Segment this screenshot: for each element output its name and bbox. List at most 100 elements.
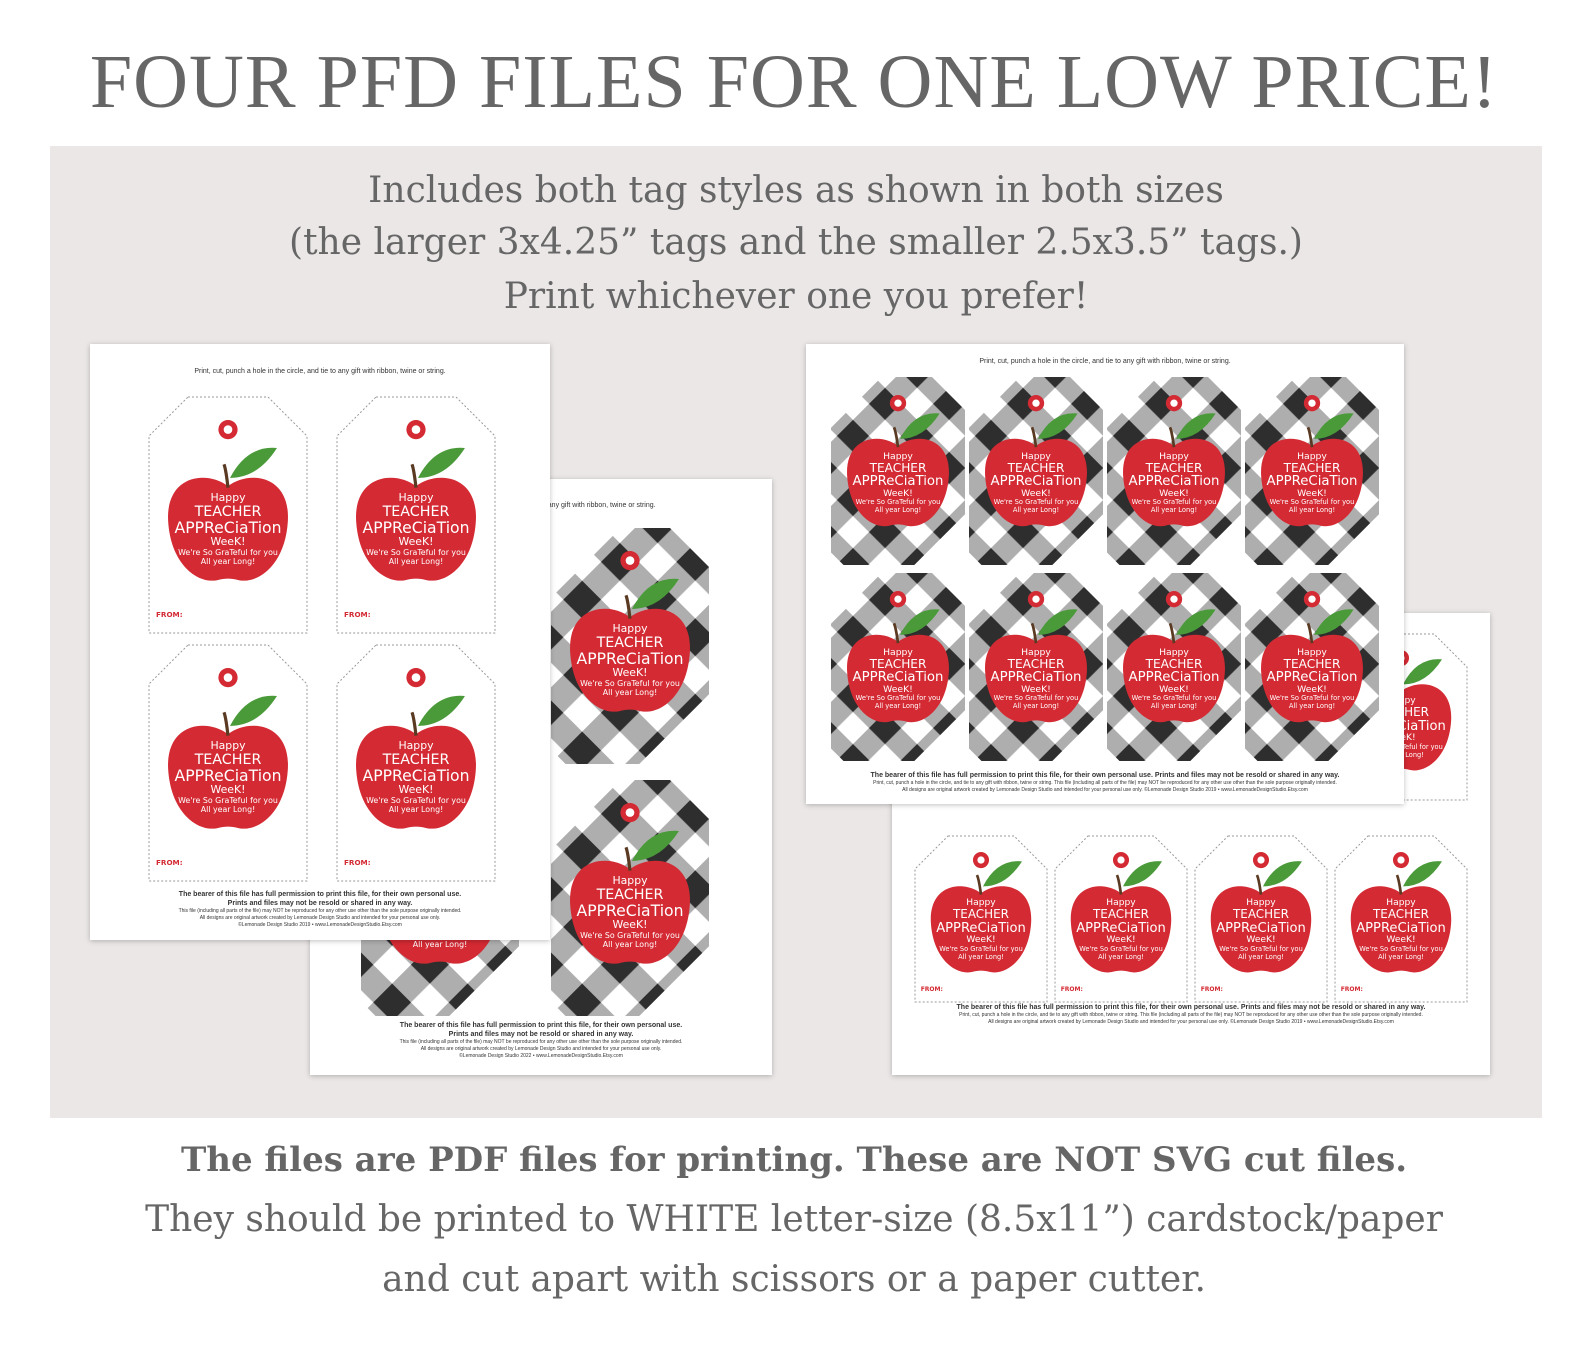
- tag-line-teacher: TEACHER: [1283, 657, 1341, 671]
- tag-line-year: All year Long!: [602, 940, 658, 950]
- tag-line-happy: Happy: [1159, 646, 1189, 658]
- tag-line-grateful: We're So GraTeful for you: [1131, 498, 1217, 507]
- tag-line-teacher: TEACHER: [1373, 907, 1429, 922]
- tag-line-grateful: We're So GraTeful for you: [1219, 945, 1303, 954]
- tag-line-grateful: We're So GraTeful for you: [993, 694, 1079, 703]
- sheet-instruction: Print, cut, punch a hole in the circle, …: [194, 368, 446, 375]
- tag-line-year: All year Long!: [874, 702, 922, 711]
- tag-line-happy: Happy: [1021, 646, 1051, 658]
- headline: FOUR PFD FILES FOR ONE LOW PRICE!: [89, 40, 1499, 124]
- tag-line-week: WeeK!: [883, 488, 913, 500]
- tag-line-week: WeeK!: [1386, 935, 1416, 946]
- tag-line-happy: Happy: [883, 450, 913, 462]
- tag-from-label: FROM:: [344, 858, 371, 868]
- tag-line-teacher: TEACHER: [1093, 907, 1149, 922]
- sheet-legal: The bearer of this file has full permiss…: [892, 1003, 1490, 1026]
- tag-line-week: WeeK!: [398, 783, 434, 797]
- tag-line-year: All year Long!: [1150, 702, 1198, 711]
- tag-line-happy: Happy: [1021, 450, 1051, 462]
- tag-line-appreciation: APPReCiaTion: [1128, 670, 1220, 686]
- tag-line-grateful: We're So GraTeful for you: [178, 796, 278, 806]
- tag-line-grateful: We're So GraTeful for you: [178, 548, 278, 558]
- legal-bold-2: Prints and files may not be resold or sh…: [448, 1031, 634, 1038]
- preview-panel: Includes both tag styles as shown in bot…: [50, 146, 1542, 1118]
- legal-bold-wide: The bearer of this file has full permiss…: [870, 772, 1340, 779]
- tag-line-appreciation: APPReCiaTion: [576, 649, 684, 669]
- tag-line-appreciation: APPReCiaTion: [576, 901, 684, 921]
- tag-line-appreciation: APPReCiaTion: [1128, 474, 1220, 490]
- tag-line-teacher: TEACHER: [382, 752, 450, 769]
- legal-bold-1: The bearer of this file has full permiss…: [178, 891, 462, 898]
- tag-line-year: All year Long!: [1288, 506, 1336, 515]
- tag-line-appreciation: APPReCiaTion: [852, 670, 944, 686]
- tag-line-appreciation: APPReCiaTion: [990, 474, 1082, 490]
- tag-line-grateful: We're So GraTeful for you: [993, 498, 1079, 507]
- tag-line-appreciation: APPReCiaTion: [362, 766, 470, 786]
- tag-line-year: All year Long!: [1150, 506, 1198, 515]
- tag-line-year: All year Long!: [1378, 952, 1424, 961]
- tag-line-teacher: TEACHER: [869, 657, 927, 671]
- tag-line-grateful: We're So GraTeful for you: [1269, 694, 1355, 703]
- tag-from-label: FROM:: [1060, 986, 1083, 994]
- tag-from-label: FROM:: [1340, 986, 1363, 994]
- tag-line-grateful: We're So GraTeful for you: [1269, 498, 1355, 507]
- tag-from-label: FROM:: [920, 986, 943, 994]
- sheet-large-white: Print, cut, punch a hole in the circle, …: [90, 344, 550, 940]
- tag-line-happy: Happy: [612, 622, 648, 636]
- tag-line-teacher: TEACHER: [1233, 907, 1289, 922]
- tag-line-week: WeeK!: [1297, 488, 1327, 500]
- tag-line-grateful: We're So GraTeful for you: [1079, 945, 1163, 954]
- legal-copyright: ©Lemonade Design Studio 2019 • www.Lemon…: [238, 922, 402, 928]
- tag-line-week: WeeK!: [966, 935, 996, 946]
- intro-line-1: Includes both tag styles as shown in bot…: [368, 170, 1224, 211]
- tag-line-week: WeeK!: [1246, 935, 1276, 946]
- legal-small-wide-1: Print, cut, punch a hole in the circle, …: [873, 780, 1337, 786]
- sheet-legal: The bearer of this file has full permiss…: [806, 771, 1404, 794]
- tag-line-appreciation: APPReCiaTion: [1216, 921, 1306, 937]
- tag-line-teacher: TEACHER: [596, 635, 664, 652]
- tag-line-year: All year Long!: [412, 940, 468, 950]
- sheet-instruction-partial: to any gift with ribbon, twine or string…: [540, 502, 656, 509]
- tag-line-grateful: We're So GraTeful for you: [855, 498, 941, 507]
- legal-small-wide-2: All designs are original artwork created…: [988, 1019, 1394, 1025]
- tag-line-year: All year Long!: [1288, 702, 1336, 711]
- tag-line-happy: Happy: [210, 739, 246, 753]
- tag-from-label: FROM:: [156, 610, 183, 620]
- tag-line-week: WeeK!: [612, 918, 648, 932]
- tag-line-week: WeeK!: [210, 535, 246, 549]
- tag-line-grateful: We're So GraTeful for you: [580, 679, 680, 689]
- sheet-legal: The bearer of this file has full permiss…: [310, 1021, 772, 1060]
- tag-line-teacher: TEACHER: [596, 887, 664, 904]
- tag-line-week: WeeK!: [1297, 684, 1327, 696]
- tag-line-year: All year Long!: [1012, 702, 1060, 711]
- footer-line-1: The files are PDF files for printing. Th…: [180, 1140, 1408, 1180]
- legal-bold-2: Prints and files may not be resold or sh…: [227, 900, 413, 907]
- tag-line-teacher: TEACHER: [382, 504, 450, 521]
- tag-from-label: FROM:: [1200, 986, 1223, 994]
- tag-line-grateful: We're So GraTeful for you: [1131, 694, 1217, 703]
- tag-line-happy: Happy: [883, 646, 913, 658]
- tag-line-year: All year Long!: [200, 805, 256, 815]
- tag-line-year: All year Long!: [1012, 506, 1060, 515]
- tag-line-happy: Happy: [210, 491, 246, 505]
- tag-line-appreciation: APPReCiaTion: [1266, 670, 1358, 686]
